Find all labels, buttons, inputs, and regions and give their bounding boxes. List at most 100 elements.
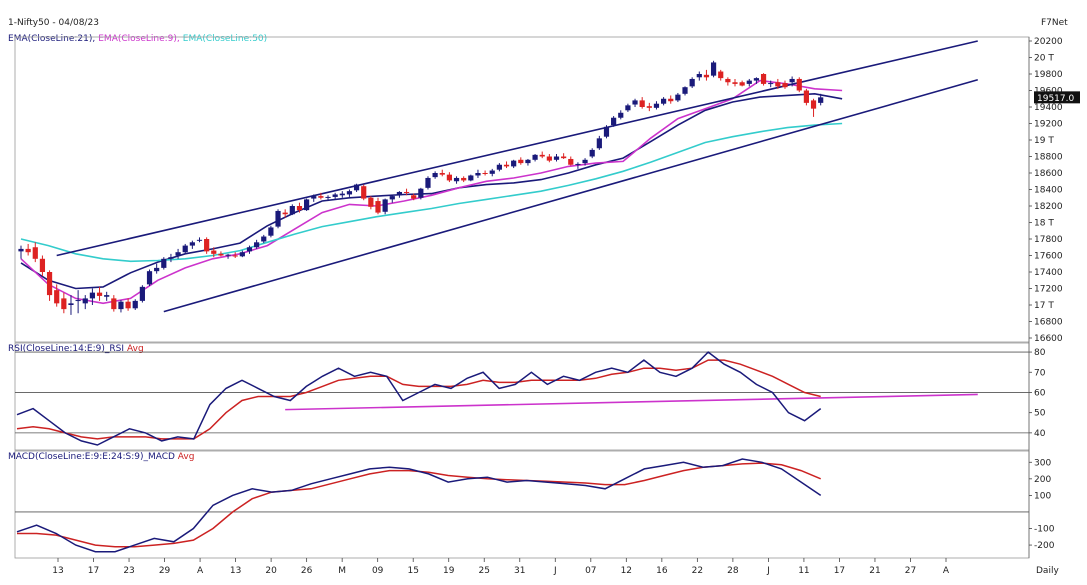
candle-body — [139, 286, 145, 301]
candle-body — [432, 173, 438, 178]
channel-line-upper — [56, 40, 978, 257]
candle-body — [46, 272, 53, 296]
rsi-tick-label: 70 — [1034, 368, 1046, 378]
date-tick-label: J — [766, 566, 770, 576]
candle-body — [161, 258, 167, 268]
candle-body — [182, 245, 188, 253]
candle-body — [525, 159, 531, 164]
date-tick-label: 15 — [407, 566, 418, 576]
candle-body — [375, 201, 381, 213]
candle-body — [718, 71, 724, 79]
price-tick-label: 18800 — [1034, 153, 1063, 163]
date-tick-label: 19 — [443, 566, 455, 576]
candlestick-series — [18, 60, 824, 315]
date-tick-label: 13 — [230, 566, 241, 576]
channel-line-lower — [163, 79, 978, 313]
macd-tick-label: 300 — [1034, 458, 1051, 468]
period-label: Daily — [1036, 566, 1059, 576]
date-tick-label: 26 — [301, 566, 313, 576]
candle-body — [511, 160, 517, 167]
candle-body — [82, 298, 88, 304]
candle-body — [246, 247, 253, 252]
candle-body — [353, 184, 360, 191]
candle-body — [32, 247, 38, 259]
price-tick-label: 20200 — [1034, 37, 1063, 47]
date-tick-label: 13 — [52, 566, 63, 576]
price-tick-label: 19400 — [1034, 103, 1063, 113]
price-tick-label: 18200 — [1034, 202, 1063, 212]
candle-body — [111, 298, 117, 310]
candle-body — [125, 301, 131, 309]
candle-body — [104, 295, 110, 297]
candle-body — [682, 87, 688, 94]
last-price-marker: 19517.0 — [1034, 91, 1080, 104]
candle-body — [803, 90, 809, 103]
candle-body — [732, 82, 738, 84]
candle-body — [403, 191, 410, 193]
date-tick-label: 21 — [869, 566, 880, 576]
date-tick-label: 11 — [798, 566, 809, 576]
price-tick-label: 18400 — [1034, 186, 1063, 196]
date-tick-label: 27 — [905, 566, 916, 576]
candle-body — [168, 257, 174, 259]
candle-body — [561, 156, 567, 159]
ema50-line — [20, 122, 843, 263]
ema-legend: EMA(CloseLine:21), EMA(CloseLine:9), EMA(C… — [8, 34, 267, 44]
rsi-rsi-line — [16, 351, 822, 446]
ema9-legend-entry: EMA(CloseLine:9), — [98, 34, 180, 44]
candle-body — [503, 164, 510, 167]
candle-body — [553, 156, 560, 160]
candle-body — [603, 126, 610, 137]
date-axis: 13 17 23 29 A 13 20 26 M 09 15 19 25 31 J 07 12 16 22 28 J 11… — [52, 558, 950, 576]
candle-body — [61, 298, 67, 310]
candle-body — [132, 300, 138, 309]
price-panel-frame — [14, 36, 1030, 343]
price-tick-label: 19200 — [1034, 120, 1063, 130]
candle-body — [189, 242, 195, 246]
candle-body — [675, 94, 681, 101]
date-tick-label: 20 — [265, 566, 277, 576]
candle-body — [461, 177, 467, 181]
rsi-legend-label: RSI(CloseLine:14:E:9)_RSI — [8, 344, 124, 354]
rsi-panel: 80 70 60 50 40 — [15, 348, 1046, 446]
candle-body — [154, 267, 160, 272]
last-price-box — [1034, 91, 1080, 104]
candle-body — [96, 292, 103, 296]
rsi-legend-avg: Avg — [127, 344, 144, 354]
price-tick-label: 17 T — [1034, 301, 1054, 311]
candle-body — [568, 158, 574, 165]
date-tick-label: 31 — [514, 566, 525, 576]
rsi-legend: RSI(CloseLine:14:E:9)_RSI Avg — [8, 344, 144, 354]
candle-body — [318, 196, 324, 198]
candle-body — [796, 78, 802, 91]
candle-body — [496, 164, 502, 170]
candle-body — [625, 105, 631, 111]
candle-body — [25, 248, 31, 253]
candle-body — [539, 154, 545, 157]
macd-legend-label: MACD(CloseLine:E:9:E:24:S:9)_MACD — [8, 452, 175, 462]
candle-body — [332, 194, 338, 197]
candle-body — [768, 83, 774, 85]
candle-body — [425, 177, 431, 188]
candle-body — [703, 74, 710, 78]
candle-body — [653, 103, 660, 108]
price-tick-label: 17800 — [1034, 235, 1063, 245]
date-tick-label: 23 — [123, 566, 134, 576]
date-tick-label: A — [197, 566, 204, 576]
ema50-legend-entry: EMA(CloseLine:50) — [183, 34, 267, 44]
candle-body — [618, 112, 624, 118]
candle-body — [475, 173, 481, 176]
candle-body — [68, 303, 74, 305]
macd-tick-label: -100 — [1034, 525, 1055, 535]
macd-tick-label: 100 — [1034, 491, 1051, 501]
rsi-tick-label: 50 — [1034, 409, 1046, 419]
candle-body — [268, 227, 274, 236]
candle-body — [446, 174, 452, 181]
candle-body — [54, 290, 60, 304]
macd-panel: 300 200 100 -100 -200 — [15, 458, 1055, 553]
candle-body — [632, 100, 638, 105]
ema21-legend-entry: EMA(CloseLine:21), — [8, 34, 95, 44]
candle-body — [304, 199, 310, 211]
